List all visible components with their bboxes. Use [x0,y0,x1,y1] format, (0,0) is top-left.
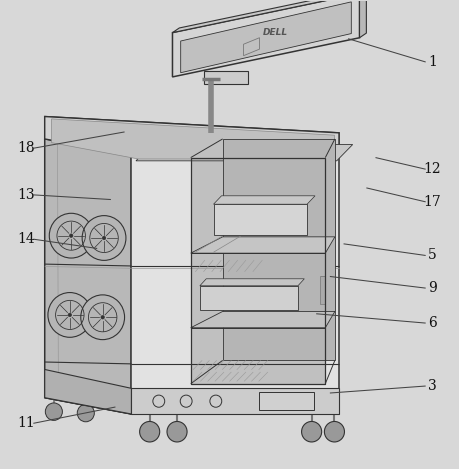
Circle shape [102,236,106,240]
Circle shape [325,422,344,442]
Polygon shape [181,2,351,73]
Polygon shape [173,0,359,77]
Circle shape [48,293,92,337]
Polygon shape [200,279,304,286]
Polygon shape [191,237,335,253]
Bar [320,276,325,304]
Circle shape [167,422,187,442]
Circle shape [81,295,124,340]
Text: 1: 1 [428,55,437,69]
Circle shape [82,216,126,260]
Polygon shape [131,388,339,414]
Polygon shape [136,144,353,161]
Text: DELL: DELL [263,29,288,38]
Text: 12: 12 [424,162,442,176]
Polygon shape [45,116,339,155]
Polygon shape [200,286,298,310]
Text: 18: 18 [17,141,35,155]
Circle shape [101,316,104,319]
Polygon shape [204,71,248,84]
Text: 5: 5 [428,249,437,263]
Circle shape [68,313,72,317]
Polygon shape [173,0,366,33]
Text: 13: 13 [17,188,35,202]
Polygon shape [131,155,339,414]
Circle shape [302,422,322,442]
Polygon shape [223,139,335,360]
Polygon shape [359,0,366,38]
Polygon shape [259,392,314,410]
Polygon shape [191,311,335,328]
Polygon shape [213,204,307,235]
Circle shape [77,404,94,422]
Circle shape [45,403,62,420]
Polygon shape [45,370,131,414]
Text: 17: 17 [424,195,442,209]
Polygon shape [45,116,339,155]
Text: 9: 9 [428,281,437,295]
Circle shape [140,422,160,442]
Text: 3: 3 [428,379,437,393]
Polygon shape [45,139,131,414]
Polygon shape [191,158,325,384]
Polygon shape [213,196,315,204]
Circle shape [69,234,73,237]
Text: 6: 6 [428,316,437,330]
Text: 14: 14 [17,232,35,246]
Text: 11: 11 [17,416,35,431]
Circle shape [49,213,93,258]
Polygon shape [51,119,335,159]
